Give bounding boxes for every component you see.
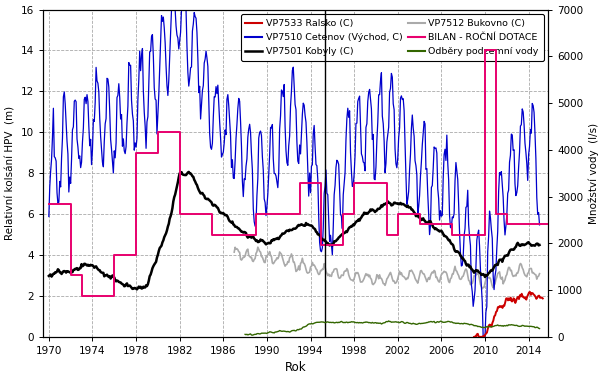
Y-axis label: Relativní kolsání HPV  (m): Relativní kolsání HPV (m) [5,106,16,240]
X-axis label: Rok: Rok [285,361,307,374]
Y-axis label: Množství vody  (l/s): Množství vody (l/s) [589,123,600,224]
Legend: VP7533 Ralsko (C), VP7510 Cetenov (Východ, C), VP7501 Kobyly (C), VP7512 Bukovno: VP7533 Ralsko (C), VP7510 Cetenov (Výcho… [241,14,543,61]
